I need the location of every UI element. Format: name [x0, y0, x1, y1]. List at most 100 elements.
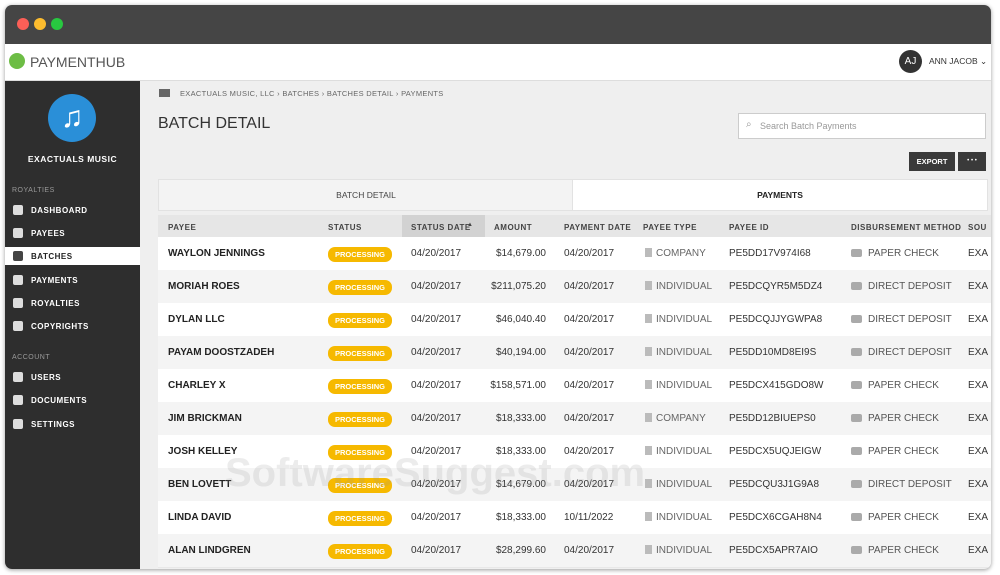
- zoom-button[interactable]: [51, 18, 63, 30]
- disbursement-method: PAPER CHECK: [868, 248, 939, 259]
- cell: EXA: [968, 479, 989, 490]
- payee-name[interactable]: LINDA DAVID: [168, 512, 232, 523]
- payee-name[interactable]: DYLAN LLC: [168, 314, 225, 325]
- nav-label: ROYALTIES: [31, 298, 80, 308]
- user-name[interactable]: ANN JACOB ⌄: [929, 56, 988, 66]
- column-header[interactable]: PAYMENT DATE: [564, 223, 632, 232]
- nav-item[interactable]: DASHBOARD: [5, 201, 140, 219]
- column-header[interactable]: SOU: [968, 223, 987, 232]
- payee-name[interactable]: ALAN LINDGREN: [168, 545, 251, 556]
- payee-name[interactable]: JIM BRICKMAN: [168, 413, 242, 424]
- crumb[interactable]: BATCHES DETAIL: [326, 89, 394, 98]
- crumb-sep: ›: [319, 89, 327, 98]
- nav-icon: [13, 395, 23, 406]
- logo[interactable]: PAYMENTHUB: [30, 54, 126, 70]
- export-button[interactable]: EXPORT: [909, 152, 955, 171]
- payee-type: INDIVIDUAL: [656, 281, 713, 292]
- payee-name[interactable]: BEN LOVETT: [168, 479, 232, 490]
- table-row[interactable]: WAYLON JENNINGS PROCESSING 04/20/2017 $14,6…: [158, 237, 991, 271]
- column-header[interactable]: DISBURSEMENT METHOD: [851, 223, 962, 232]
- nav-item[interactable]: PAYMENTS: [5, 271, 140, 289]
- tab-active[interactable]: PAYMENTS: [572, 179, 988, 211]
- payee-name[interactable]: PAYAM DOOSTZADEH: [168, 347, 275, 358]
- avatar[interactable]: AJ: [899, 50, 922, 73]
- table-row[interactable]: MORIAH ROES PROCESSING 04/20/2017 $211,075.…: [158, 270, 991, 304]
- table-row[interactable]: ALAN LINDGREN PROCESSING 04/20/2017 $28,299…: [158, 534, 991, 568]
- amount: $28,299.60: [495, 545, 546, 556]
- cell: 04/20/2017: [411, 248, 462, 259]
- table-row[interactable]: DYLAN LLC PROCESSING 04/20/2017 $46,040.40 0…: [158, 303, 991, 337]
- column-header[interactable]: AMOUNT: [494, 223, 533, 232]
- amount: $14,679.00: [495, 248, 546, 259]
- disbursement-method: DIRECT DEPOSIT: [868, 347, 952, 358]
- nav-item[interactable]: SETTINGS: [5, 415, 140, 433]
- table-row[interactable]: CHARLEY X PROCESSING 04/20/2017 $158,571.00…: [158, 369, 991, 403]
- payee-name[interactable]: CHARLEY X: [168, 380, 226, 391]
- payee-type: INDIVIDUAL: [656, 479, 713, 490]
- table-row[interactable]: JIM BRICKMAN PROCESSING 04/20/2017 $18,333.…: [158, 402, 991, 436]
- payee-type-icon: [645, 347, 652, 356]
- title-bar: [5, 5, 991, 44]
- cell: PE5DCQYR5M5DZ4: [729, 281, 823, 292]
- org-logo: ♫: [48, 94, 96, 142]
- more-button[interactable]: • • •: [958, 152, 986, 171]
- payee-type-icon: [645, 248, 652, 257]
- status-badge: PROCESSING: [328, 544, 393, 559]
- cell: PE5DCX6CGAH8N4: [729, 512, 822, 523]
- disbursement-method: PAPER CHECK: [868, 545, 939, 556]
- column-header[interactable]: PAYEE ID: [729, 223, 770, 232]
- status-badge: PROCESSING: [328, 511, 393, 526]
- cell: 04/20/2017: [564, 413, 615, 424]
- crumb[interactable]: EXACTUALS MUSIC, LLC: [180, 89, 275, 98]
- amount: $211,075.20: [491, 281, 546, 292]
- cell: 04/20/2017: [411, 446, 462, 457]
- nav-item[interactable]: DOCUMENTS: [5, 391, 140, 409]
- payee-type-icon: [645, 413, 652, 422]
- table-row[interactable]: LINDA DAVID PROCESSING 04/20/2017 $18,333.0…: [158, 501, 991, 535]
- amount: $158,571.00: [490, 380, 546, 391]
- sorted-column: [402, 215, 485, 237]
- nav-item[interactable]: USERS: [5, 368, 140, 386]
- payee-name[interactable]: WAYLON JENNINGS: [168, 248, 265, 259]
- nav-item[interactable]: PAYEES: [5, 224, 140, 242]
- crumb: PAYMENTS: [401, 89, 444, 98]
- cell: EXA: [968, 314, 989, 325]
- tab[interactable]: BATCH DETAIL: [158, 179, 574, 211]
- nav-label: COPYRIGHTS: [31, 322, 89, 331]
- sort-arrow: ▲: [467, 222, 473, 228]
- status-badge: PROCESSING: [328, 346, 393, 361]
- minimize-button[interactable]: [34, 18, 46, 30]
- cell: PE5DCQJJYGWPA8: [729, 314, 823, 325]
- column-header[interactable]: PAYEE: [168, 223, 197, 232]
- nav-item[interactable]: COPYRIGHTS: [5, 317, 140, 335]
- cell: EXA: [968, 545, 989, 556]
- method-icon: [851, 315, 862, 323]
- cell: PE5DD12BIUEPS0: [729, 413, 816, 424]
- cell: EXA: [968, 512, 989, 523]
- payee-type: INDIVIDUAL: [656, 512, 713, 523]
- cell: 04/20/2017: [411, 545, 462, 556]
- crumb[interactable]: BATCHES: [282, 89, 320, 98]
- payee-type-icon: [645, 545, 652, 554]
- section-label: ROYALTIES: [12, 187, 55, 194]
- payee-name[interactable]: MORIAH ROES: [168, 281, 240, 292]
- payee-name[interactable]: JOSH KELLEY: [168, 446, 238, 457]
- close-button[interactable]: [17, 18, 29, 30]
- search-icon: ⌕: [746, 119, 752, 130]
- search-box[interactable]: ⌕ Search Batch Payments: [738, 113, 986, 139]
- menu-icon[interactable]: [159, 89, 170, 97]
- table-row[interactable]: PAYAM DOOSTZADEH PROCESSING 04/20/2017 $40,…: [158, 336, 991, 370]
- nav-item-active[interactable]: BATCHES: [5, 247, 140, 266]
- method-icon: [851, 447, 862, 455]
- column-header[interactable]: STATUS: [328, 223, 362, 232]
- method-icon: [851, 348, 862, 356]
- status-badge: PROCESSING: [328, 247, 393, 262]
- column-header[interactable]: STATUS DATE: [411, 223, 471, 232]
- payee-type-icon: [645, 281, 652, 290]
- payee-type-icon: [645, 314, 652, 323]
- page-title: BATCH DETAIL: [158, 115, 271, 132]
- crumb-sep: ›: [393, 89, 402, 98]
- cell: PE5DCQU3J1G9A8: [729, 479, 820, 490]
- nav-item[interactable]: ROYALTIES: [5, 294, 140, 312]
- column-header[interactable]: PAYEE TYPE: [643, 223, 697, 232]
